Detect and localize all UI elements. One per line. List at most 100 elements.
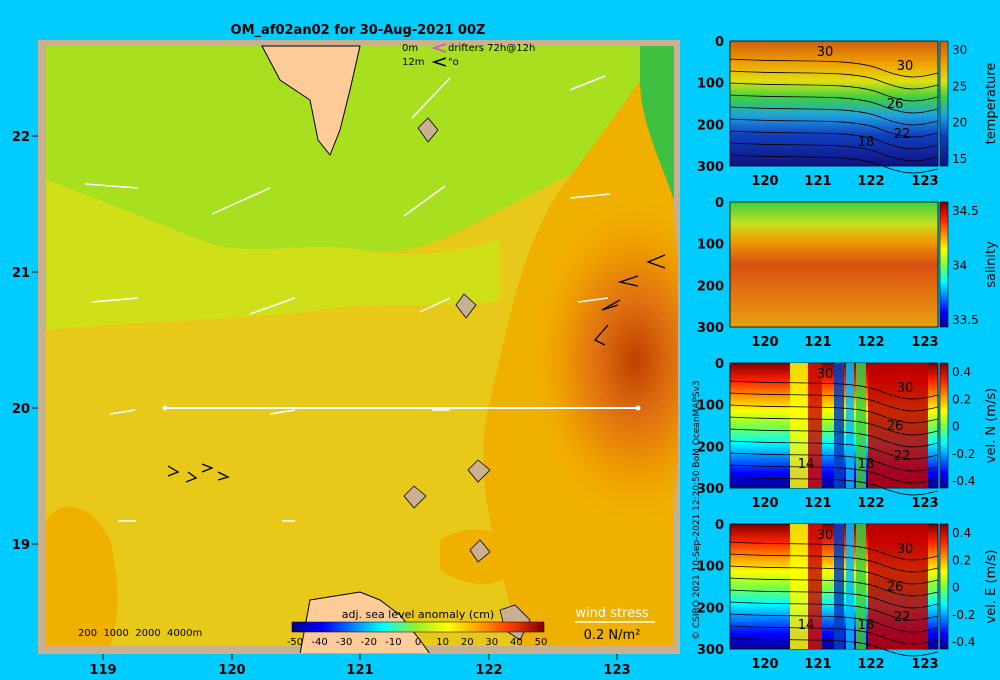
contour-line [729, 428, 939, 448]
contour-label: 30 [817, 45, 834, 60]
main-map: 0m drifters 72h@12h 12m "o 200 1000 2000… [12, 40, 680, 678]
section-y-tick-label: 100 [697, 399, 724, 414]
contour-line [729, 464, 939, 484]
section-y-tick-label: 100 [697, 238, 724, 253]
section-band [856, 363, 866, 488]
section-x-tick-label: 121 [804, 335, 831, 350]
contour-label: 22 [894, 127, 911, 142]
sla-colorbar-tick-label: 0 [415, 637, 421, 648]
section-y-tick-label: 200 [697, 440, 724, 455]
section-colorbar-tick-label: -0.2 [952, 447, 975, 461]
section-colorbar-tick-label: 30 [952, 43, 967, 57]
contour-label: 18 [858, 135, 875, 150]
contour-label: 30 [897, 59, 914, 74]
map-x-tick-label: 121 [346, 663, 373, 678]
section-colorbar-tick-label: 0 [952, 420, 960, 434]
contour-line [729, 58, 939, 78]
drifter-track [617, 275, 639, 287]
section-band [808, 524, 822, 649]
contour-line [729, 601, 939, 621]
section-x-tick-label: 123 [911, 335, 938, 350]
sla-colorbar-ticks: -50 -40 -30 -20 -10 0 10 20 30 40 50 [287, 637, 548, 648]
drifter-track [167, 465, 180, 477]
credit-text: © CSIRO 2021 10-Sep-2021 12:20:50 BoM Oc… [692, 380, 702, 640]
map-x-tick-label: 123 [603, 663, 630, 678]
contour-line [729, 70, 939, 90]
wind-stress-arrows [84, 75, 611, 522]
section-x-tick-label: 123 [911, 496, 938, 511]
section-colorbar-tick-label: 0 [952, 581, 960, 595]
contour-label: 22 [894, 610, 911, 625]
sla-colorbar-tick-label: 50 [535, 637, 548, 648]
wind-arrow [109, 409, 136, 415]
sla-colorbar [291, 621, 545, 633]
land-island-2 [455, 293, 477, 319]
section-x-tick-label: 121 [804, 174, 831, 189]
section-band [868, 524, 928, 649]
section-colorbar-tick-label: 0.4 [952, 365, 971, 379]
land-island-1 [417, 117, 439, 143]
transect-start-marker [162, 405, 168, 411]
bathymetry-label: 200 1000 2000 4000m [78, 628, 202, 639]
wind-arrow [269, 409, 296, 415]
wind-arrow [569, 75, 606, 91]
contour-line [729, 94, 939, 114]
map-y-axis: 22 21 20 19 [12, 130, 38, 553]
contour-line [729, 577, 939, 597]
map-y-tick-label: 21 [12, 266, 30, 281]
sla-colorbar-tick-label: -30 [336, 637, 352, 648]
section-y-tick-label: 0 [715, 196, 724, 211]
sla-colorbar-tick-label: 20 [461, 637, 474, 648]
section-band [834, 363, 844, 488]
map-y-tick-label: 19 [12, 538, 30, 553]
contour-label: 30 [817, 367, 834, 382]
section-colorbar-tick-label: -0.4 [952, 474, 975, 488]
drifter-track [646, 254, 666, 269]
legend-drifter-icon-magenta [431, 43, 447, 53]
legend-depth-0m: 0m [402, 43, 418, 54]
section-x-tick-label: 122 [857, 496, 884, 511]
wind-arrow [84, 183, 139, 189]
sla-colorbar-tick-label: -20 [361, 637, 377, 648]
contour-line [729, 154, 939, 174]
wind-arrow [577, 297, 609, 303]
contour-line [729, 106, 939, 126]
section-colorbar-tick-label: 15 [952, 152, 967, 166]
figure-title: OM_af02an02 for 30-Aug-2021 00Z [231, 23, 486, 38]
land-island-3 [467, 459, 491, 483]
contour-line [729, 452, 939, 472]
sla-colorbar-tick-label: 30 [485, 637, 498, 648]
section-x-tick-label: 120 [751, 657, 778, 672]
contour-line [729, 589, 939, 609]
section-band [790, 524, 808, 649]
contour-line [729, 553, 939, 573]
map-x-axis: 119 120 121 122 123 [89, 654, 631, 678]
contour-line [729, 404, 939, 424]
contour-line [729, 625, 939, 645]
section-colorbar-tick-label: 0.2 [952, 392, 971, 406]
section-x-tick-label: 122 [857, 335, 884, 350]
sla-colorbar-tick-label: -50 [287, 637, 303, 648]
contour-line [729, 440, 939, 460]
drifter-track [593, 324, 609, 346]
section-x-tick-label: 123 [911, 657, 938, 672]
sla-colorbar-tick-label: 40 [510, 637, 523, 648]
wind-arrow [569, 193, 611, 199]
section-x-tick-label: 121 [804, 657, 831, 672]
legend-ditto-label: "o [448, 57, 459, 68]
sla-colorbar-tick-label: -10 [385, 637, 401, 648]
contour-label: 30 [817, 528, 834, 543]
section-colorbar-tick-label: 34 [952, 259, 967, 273]
sla-colorbar-tick-label: 10 [436, 637, 449, 648]
wind-arrow [91, 297, 139, 303]
section-y-tick-label: 100 [697, 560, 724, 575]
contour-line [729, 637, 939, 657]
drifter-tracks [167, 254, 666, 483]
contour-line [729, 476, 939, 496]
wind-arrow [249, 297, 296, 315]
legend-depth-12m: 12m [402, 57, 424, 68]
section-colorbar [939, 40, 949, 167]
section-y-tick-label: 0 [715, 518, 724, 533]
sla-green-region [46, 46, 674, 252]
section-panel-3: 30 30 26 22 18 14 0 100 200 300 120 121 122 123 0.4 0.2… [697, 357, 999, 511]
